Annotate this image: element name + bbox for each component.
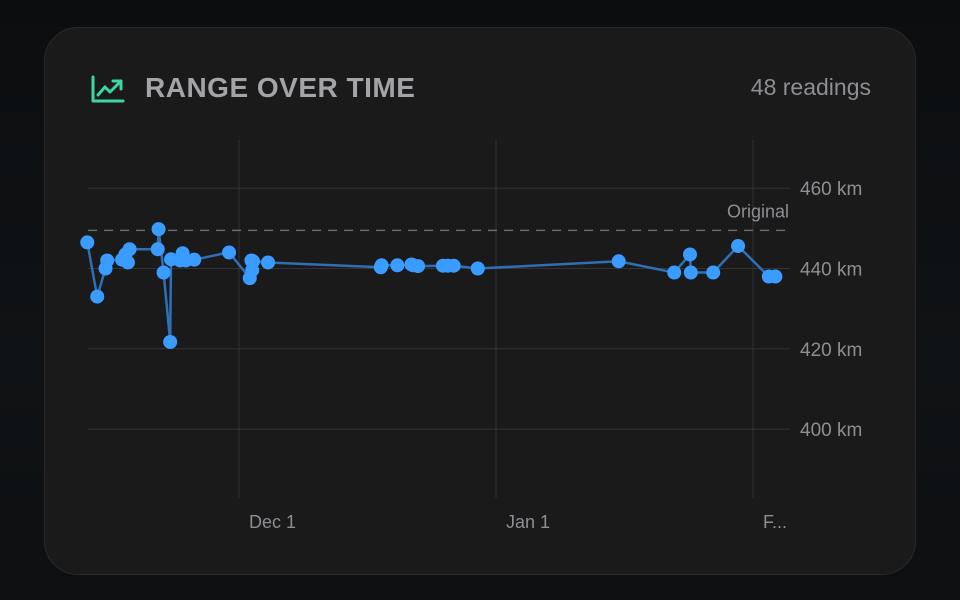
data-point[interactable] xyxy=(374,258,389,273)
data-point[interactable] xyxy=(122,242,137,257)
data-point[interactable] xyxy=(156,265,171,280)
data-point[interactable] xyxy=(682,247,697,262)
data-point[interactable] xyxy=(683,265,698,280)
data-point[interactable] xyxy=(390,258,405,273)
data-point[interactable] xyxy=(80,235,95,250)
data-point[interactable] xyxy=(100,253,115,268)
x-tick-label: Jan 1 xyxy=(506,512,550,532)
range-over-time-card: RANGE OVER TIME 48 readings xyxy=(44,27,916,575)
data-point[interactable] xyxy=(411,259,426,274)
data-point[interactable] xyxy=(768,269,783,284)
y-tick-label: 460 km xyxy=(800,179,862,200)
data-point[interactable] xyxy=(706,265,721,280)
data-point[interactable] xyxy=(246,254,261,269)
data-point[interactable] xyxy=(163,334,178,349)
data-point[interactable] xyxy=(150,242,165,257)
y-tick-label: 440 km xyxy=(800,260,862,281)
data-point[interactable] xyxy=(446,258,461,273)
x-tick-label: F... xyxy=(763,512,787,532)
data-point[interactable] xyxy=(120,255,135,270)
range-series-line xyxy=(86,227,776,344)
original-reference-label: Original xyxy=(727,201,789,221)
data-point[interactable] xyxy=(611,254,626,269)
data-point[interactable] xyxy=(90,289,105,304)
data-point[interactable] xyxy=(667,265,682,280)
y-tick-label: 420 km xyxy=(800,340,862,361)
data-point[interactable] xyxy=(187,252,202,267)
readings-count: 48 readings xyxy=(750,74,871,100)
x-tick-label: Dec 1 xyxy=(249,512,296,532)
data-point[interactable] xyxy=(261,255,276,270)
card-title: RANGE OVER TIME xyxy=(145,72,416,103)
data-point[interactable] xyxy=(151,222,166,237)
data-point[interactable] xyxy=(222,245,237,260)
chart-line-uptrend-icon xyxy=(91,75,125,103)
y-tick-label: 400 km xyxy=(800,420,862,441)
data-point[interactable] xyxy=(470,261,485,276)
data-point[interactable] xyxy=(731,239,746,254)
